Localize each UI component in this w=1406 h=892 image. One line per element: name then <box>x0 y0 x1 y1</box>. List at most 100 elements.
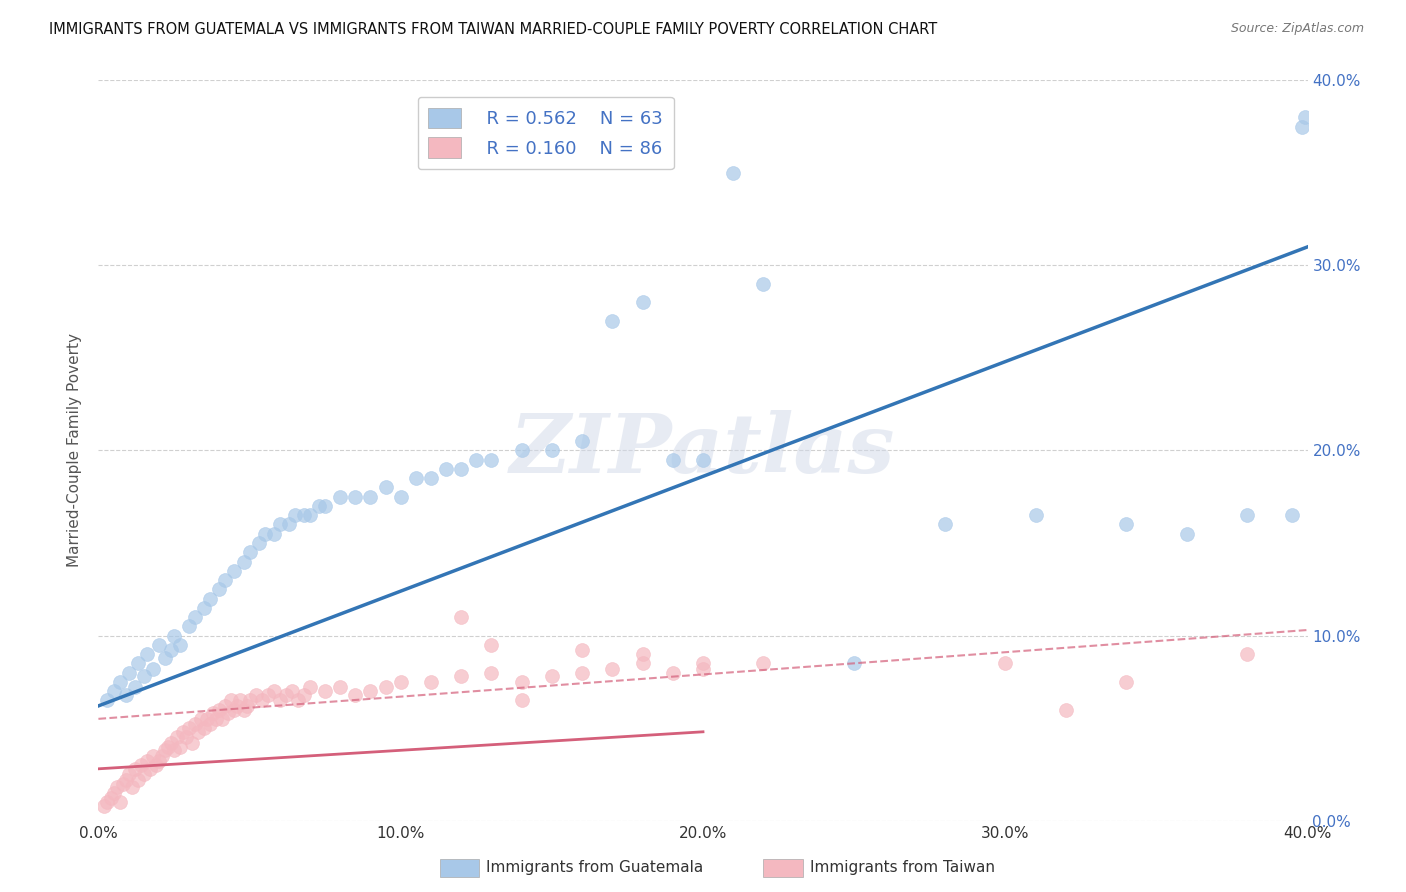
Point <box>389 490 412 504</box>
Point <box>211 712 233 726</box>
Point <box>121 780 143 795</box>
Point <box>420 471 443 485</box>
Point <box>510 443 533 458</box>
Point <box>661 665 683 680</box>
Point <box>450 462 472 476</box>
Point <box>602 662 624 676</box>
Point <box>103 786 125 800</box>
Text: ZIPatlas: ZIPatlas <box>510 410 896 491</box>
Point <box>269 517 291 532</box>
Point <box>245 688 267 702</box>
Point <box>434 462 457 476</box>
Point <box>179 721 201 735</box>
Point <box>1236 647 1258 661</box>
Point <box>239 693 262 707</box>
Point <box>602 314 624 328</box>
Point <box>108 674 131 689</box>
Point <box>232 703 254 717</box>
Point <box>200 717 222 731</box>
Point <box>153 650 176 665</box>
Point <box>284 508 307 523</box>
Point <box>132 767 155 781</box>
Point <box>308 499 330 513</box>
Point <box>299 681 322 695</box>
Text: IMMIGRANTS FROM GUATEMALA VS IMMIGRANTS FROM TAIWAN MARRIED-COUPLE FAMILY POVERT: IMMIGRANTS FROM GUATEMALA VS IMMIGRANTS … <box>49 22 938 37</box>
Point <box>132 669 155 683</box>
Point <box>329 681 352 695</box>
Point <box>114 688 136 702</box>
Point <box>420 674 443 689</box>
Point <box>247 536 270 550</box>
Point <box>214 573 236 587</box>
Point <box>299 508 322 523</box>
Point <box>200 591 222 606</box>
Point <box>160 643 183 657</box>
Point <box>510 674 533 689</box>
Point <box>631 295 654 310</box>
Point <box>150 748 173 763</box>
Point <box>148 638 170 652</box>
Text: Immigrants from Taiwan: Immigrants from Taiwan <box>810 861 995 875</box>
Point <box>465 452 488 467</box>
Point <box>166 731 188 745</box>
Point <box>142 662 165 676</box>
Point <box>374 481 396 495</box>
Point <box>205 712 228 726</box>
Point <box>129 758 152 772</box>
Point <box>208 703 231 717</box>
Point <box>96 795 118 809</box>
Point <box>344 688 367 702</box>
Point <box>571 434 593 449</box>
Point <box>118 767 141 781</box>
Point <box>256 688 278 702</box>
Point <box>292 508 315 523</box>
Point <box>184 610 207 624</box>
Point <box>481 665 503 680</box>
Point <box>287 693 309 707</box>
Point <box>481 638 503 652</box>
Point <box>292 688 315 702</box>
Point <box>1291 120 1313 134</box>
Point <box>235 698 257 713</box>
Point <box>193 721 215 735</box>
Point <box>224 564 246 578</box>
Point <box>148 755 170 769</box>
Point <box>934 517 956 532</box>
Point <box>450 610 472 624</box>
Point <box>661 452 683 467</box>
Point <box>329 490 352 504</box>
Point <box>181 736 204 750</box>
Point <box>111 776 134 791</box>
Point <box>163 743 186 757</box>
Point <box>1115 674 1137 689</box>
Point <box>114 772 136 787</box>
Point <box>277 517 299 532</box>
Point <box>360 490 382 504</box>
Point <box>105 780 128 795</box>
Point <box>692 452 714 467</box>
Point <box>202 706 225 721</box>
Point <box>571 665 593 680</box>
Point <box>174 731 197 745</box>
Point <box>224 703 246 717</box>
Point <box>153 743 176 757</box>
Point <box>374 681 396 695</box>
Point <box>193 600 215 615</box>
Point <box>103 684 125 698</box>
Point <box>540 443 562 458</box>
Point <box>1024 508 1046 523</box>
Point <box>281 684 304 698</box>
Point <box>344 490 367 504</box>
Point <box>100 791 122 805</box>
Point <box>172 724 194 739</box>
Point <box>1294 110 1316 124</box>
Legend:   R = 0.562    N = 63,   R = 0.160    N = 86: R = 0.562 N = 63, R = 0.160 N = 86 <box>418 96 673 169</box>
Point <box>145 758 167 772</box>
Point <box>179 619 201 633</box>
Point <box>389 674 412 689</box>
Point <box>169 739 191 754</box>
Point <box>263 684 285 698</box>
Point <box>226 698 249 713</box>
Point <box>481 452 503 467</box>
Point <box>96 693 118 707</box>
